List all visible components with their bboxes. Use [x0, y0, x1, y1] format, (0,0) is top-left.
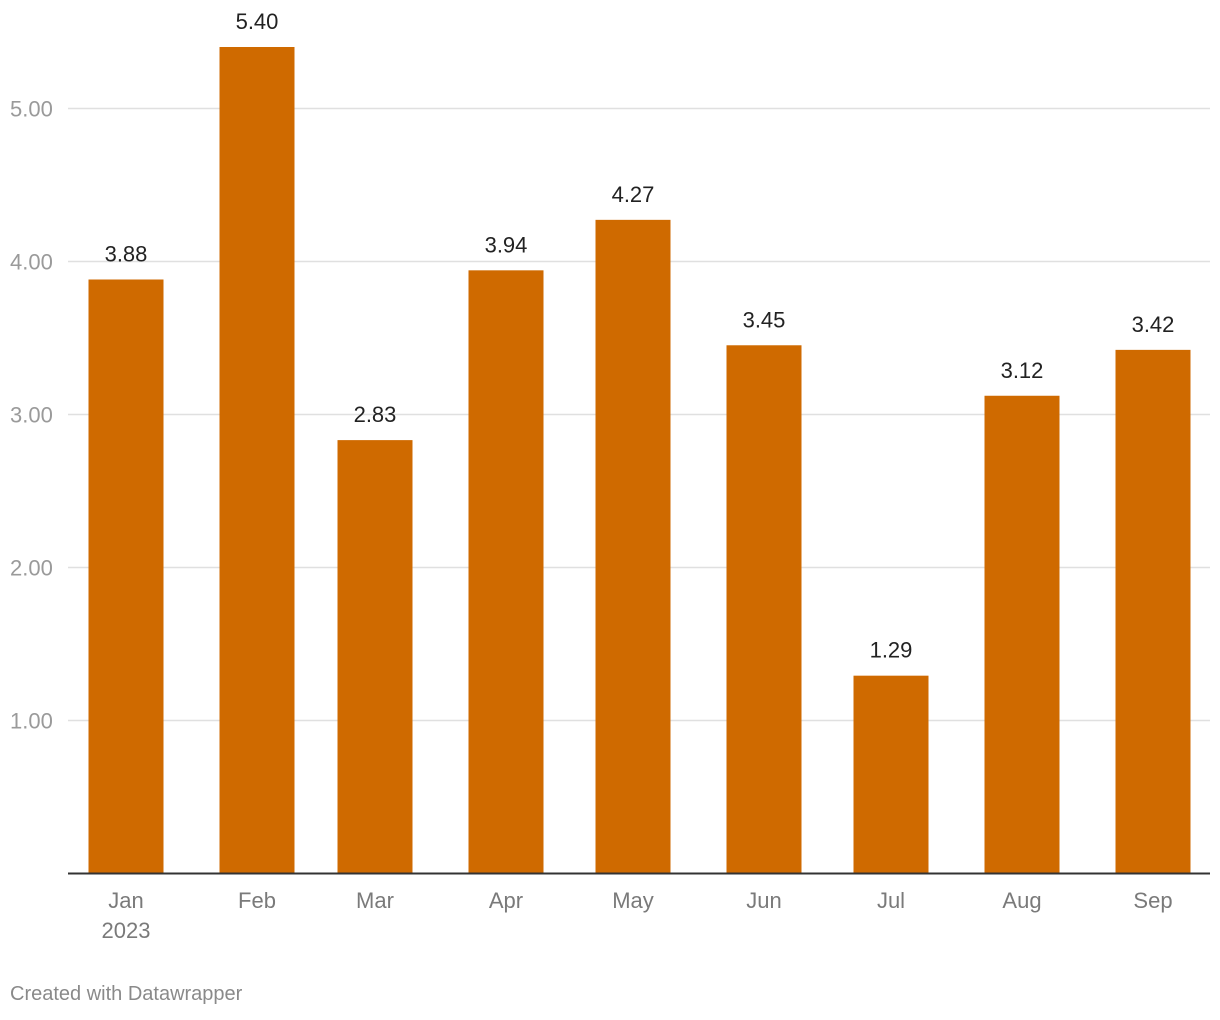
data-label: 3.42: [1132, 312, 1175, 337]
y-tick-label: 2.00: [10, 556, 53, 581]
y-tick-label: 4.00: [10, 250, 53, 275]
bar: [337, 440, 413, 873]
data-label: 3.12: [1001, 358, 1044, 383]
data-labels: 3.88 5.40 2.83 3.94 4.27 3.45 1.29 3.12 3.42: [105, 9, 1175, 663]
bar: [1115, 349, 1191, 873]
bar: [853, 675, 929, 873]
y-tick-label: 5.00: [10, 97, 53, 122]
x-tick-label: Jan: [108, 888, 143, 913]
data-label: 1.29: [870, 638, 913, 663]
x-tick-label: Feb: [238, 888, 276, 913]
x-tick-label: Mar: [356, 888, 394, 913]
x-tick-label: Sep: [1133, 888, 1172, 913]
bar: [984, 395, 1060, 873]
x-tick-label: Aug: [1002, 888, 1041, 913]
bars: [88, 47, 1191, 874]
data-label: 3.94: [485, 232, 528, 257]
x-tick-label: Apr: [489, 888, 523, 913]
data-label: 2.83: [354, 402, 397, 427]
data-label: 3.45: [743, 307, 786, 332]
bar: [468, 270, 544, 873]
x-tick-label: Jul: [877, 888, 905, 913]
y-axis-ticks: 1.00 2.00 3.00 4.00 5.00: [10, 97, 53, 734]
data-label: 4.27: [612, 182, 655, 207]
y-tick-label: 3.00: [10, 403, 53, 428]
bar: [88, 279, 164, 874]
bar: [726, 345, 802, 873]
y-tick-label: 1.00: [10, 709, 53, 734]
x-axis-ticks: Jan 2023 Feb Mar Apr May Jun Jul Aug Sep: [102, 888, 1173, 943]
x-tick-label: May: [612, 888, 654, 913]
x-tick-sublabel: 2023: [102, 918, 151, 943]
credit-text: Created with Datawrapper: [10, 983, 243, 1005]
data-label: 5.40: [236, 9, 279, 34]
data-label: 3.88: [105, 242, 148, 267]
bar: [595, 219, 671, 873]
x-tick-label: Jun: [746, 888, 781, 913]
bar: [219, 47, 295, 873]
